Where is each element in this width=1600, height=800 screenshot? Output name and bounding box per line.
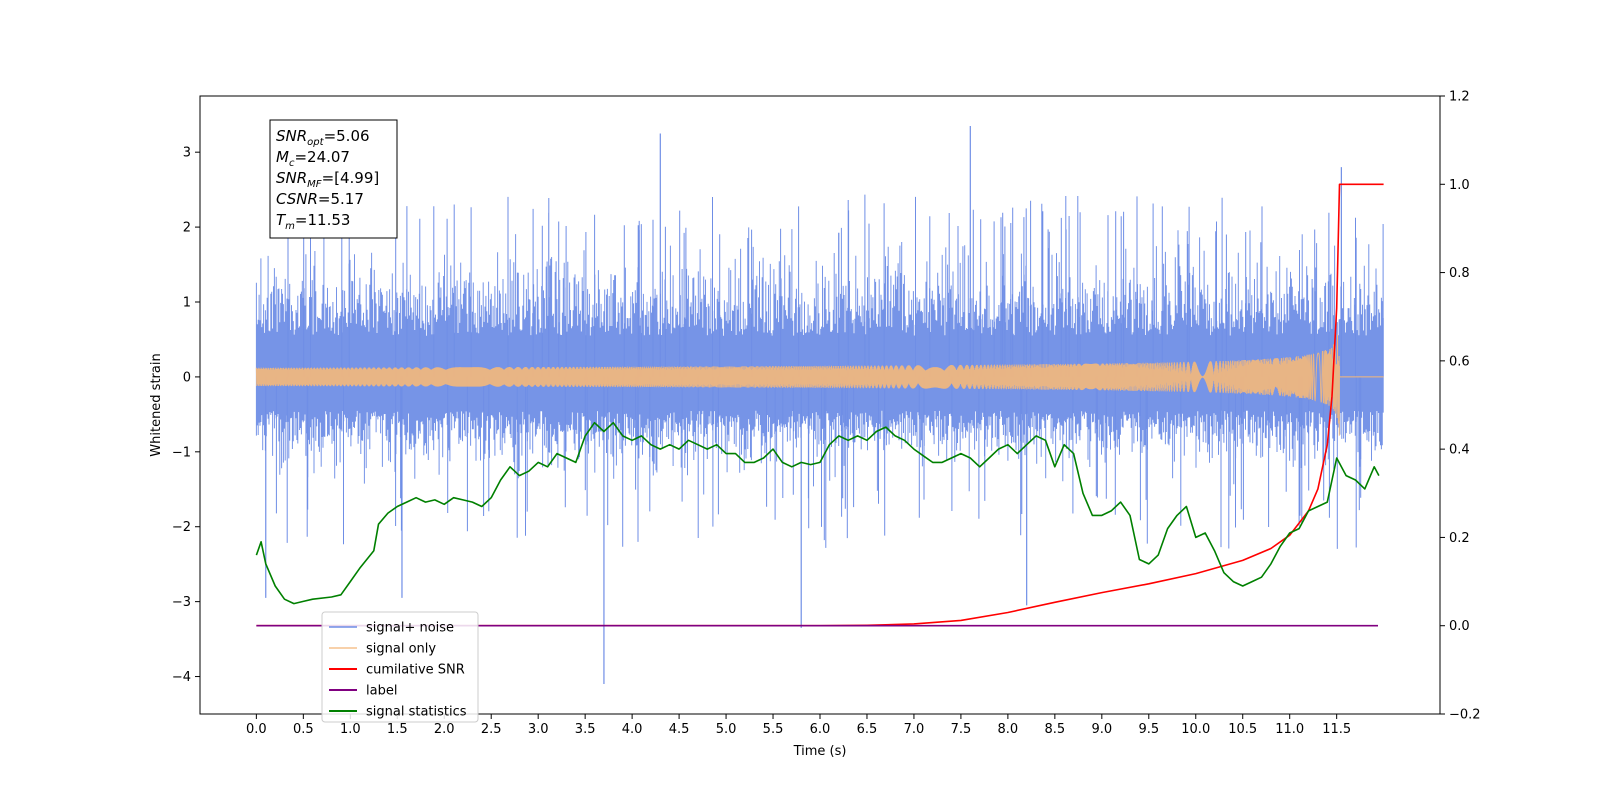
signal-only-series <box>255 334 1384 436</box>
x-axis-ticks: 0.0 0.5 1.0 1.5 2.0 2.5 3.0 3.5 4.0 4.5 5.0 5.5 6.0 6… <box>246 714 1351 737</box>
right-y-tick-label: −0.2 <box>1449 708 1481 723</box>
info-box-line: SNRopt=5.06 <box>276 127 370 148</box>
x-tick-label: 0.5 <box>293 722 314 737</box>
right-y-axis-ticks: −0.2 0.0 0.2 0.4 0.6 0.8 1.0 1.2 <box>1440 90 1481 723</box>
right-y-tick-label: 1.2 <box>1449 90 1470 105</box>
legend-label: signal statistics <box>366 705 467 720</box>
y-tick-label: 0 <box>183 370 191 385</box>
x-tick-label: 3.0 <box>528 722 549 737</box>
info-box-line: Tm=11.53 <box>276 211 350 232</box>
x-tick-label: 7.0 <box>904 722 925 737</box>
y-tick-label: −4 <box>172 670 191 685</box>
x-tick-label: 6.0 <box>810 722 831 737</box>
legend-label: signal only <box>366 642 436 657</box>
info-box-line: SNRMF=[4.99] <box>276 169 379 190</box>
right-y-tick-label: 0.2 <box>1449 531 1470 546</box>
y-tick-label: −2 <box>172 520 191 535</box>
x-tick-label: 9.0 <box>1091 722 1112 737</box>
x-tick-label: 10.5 <box>1228 722 1257 737</box>
x-tick-label: 11.0 <box>1275 722 1304 737</box>
x-tick-label: 0.0 <box>246 722 267 737</box>
legend-label: cumilative SNR <box>366 663 465 678</box>
x-axis-label: Time (s) <box>793 744 847 759</box>
legend-label: label <box>366 684 397 699</box>
x-tick-label: 10.0 <box>1181 722 1210 737</box>
signal-only-line <box>255 334 1340 436</box>
x-tick-label: 11.5 <box>1322 722 1351 737</box>
info-box-line: Mc=24.07 <box>276 148 350 169</box>
legend: signal+ noise signal only cumilative SNR la… <box>321 611 479 723</box>
right-y-tick-label: 1.0 <box>1449 178 1470 193</box>
y-tick-label: 1 <box>183 296 191 311</box>
x-tick-label: 2.5 <box>481 722 502 737</box>
x-tick-label: 4.0 <box>622 722 643 737</box>
y-tick-label: −1 <box>172 445 191 460</box>
x-tick-label: 1.0 <box>340 722 361 737</box>
y-tick-label: 3 <box>183 146 191 161</box>
x-tick-label: 5.5 <box>763 722 784 737</box>
x-tick-label: 7.5 <box>951 722 972 737</box>
y-axis-label: Whitened strain <box>149 353 164 456</box>
signal-statistics-line <box>255 421 1380 605</box>
right-y-tick-label: 0.0 <box>1449 619 1470 634</box>
x-tick-label: 8.0 <box>998 722 1019 737</box>
info-box-line: CSNR=5.17 <box>276 190 364 208</box>
x-tick-label: 1.5 <box>387 722 408 737</box>
right-y-tick-label: 0.6 <box>1449 354 1470 369</box>
x-tick-label: 9.5 <box>1138 722 1159 737</box>
x-tick-label: 2.0 <box>434 722 455 737</box>
x-tick-label: 8.5 <box>1045 722 1066 737</box>
x-tick-label: 3.5 <box>575 722 596 737</box>
info-box: SNRopt=5.06Mc=24.07SNRMF=[4.99]CSNR=5.17… <box>269 119 398 239</box>
right-axis-series <box>255 183 1384 627</box>
legend-label: signal+ noise <box>366 621 454 636</box>
right-y-tick-label: 0.8 <box>1449 266 1470 281</box>
y-tick-label: 2 <box>183 221 191 236</box>
x-tick-label: 4.5 <box>669 722 690 737</box>
cumulative-snr-line <box>256 183 1384 627</box>
y-tick-label: −3 <box>172 595 191 610</box>
x-tick-label: 6.5 <box>857 722 878 737</box>
right-y-tick-label: 0.4 <box>1449 443 1470 458</box>
y-axis-ticks: −4 −3 −2 −1 0 1 2 3 <box>172 146 200 685</box>
x-tick-label: 5.0 <box>716 722 737 737</box>
